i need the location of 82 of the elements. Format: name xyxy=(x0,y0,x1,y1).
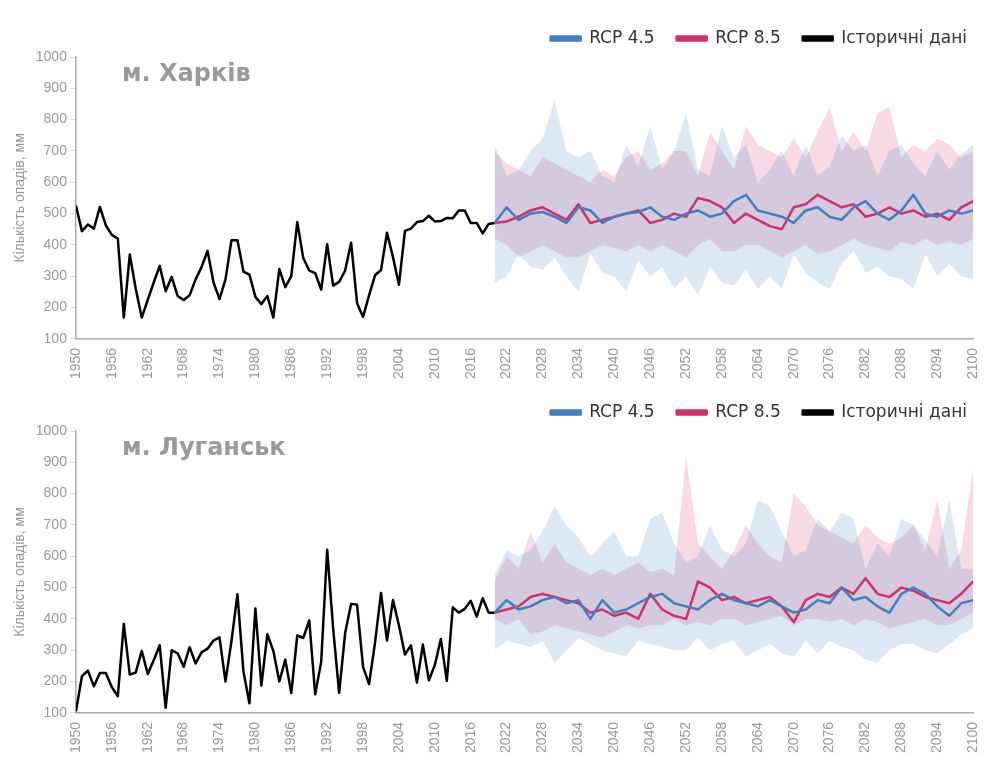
x-tick-label: 1956 xyxy=(102,721,119,754)
x-tick-label: 2016 xyxy=(461,347,478,380)
x-tick-label: 1992 xyxy=(318,721,335,754)
x-tick-label: 2034 xyxy=(569,347,586,380)
y-tick-label: 100 xyxy=(43,703,68,720)
legend-label: Історичні дані xyxy=(841,400,968,421)
x-tick-label: 1956 xyxy=(102,347,119,380)
y-tick-label: 700 xyxy=(43,515,68,532)
y-axis-title: Кількість опадів, мм xyxy=(11,507,28,637)
x-tick-label: 2094 xyxy=(928,721,945,754)
x-tick-label: 2088 xyxy=(892,347,909,380)
x-tick-label: 2064 xyxy=(748,721,765,754)
legend-label: RCP 8.5 xyxy=(715,400,781,421)
y-tick-label: 100 xyxy=(43,329,68,346)
x-tick-label: 2004 xyxy=(389,347,406,380)
y-tick-label: 600 xyxy=(43,173,68,190)
y-tick-label: 200 xyxy=(43,672,68,689)
x-tick-label: 1962 xyxy=(138,347,155,380)
x-tick-label: 1962 xyxy=(138,721,155,754)
x-tick-label: 2046 xyxy=(641,347,658,380)
x-tick-label: 2058 xyxy=(712,721,729,754)
x-tick-label: 2082 xyxy=(856,721,873,754)
legend-label: RCP 8.5 xyxy=(715,26,781,47)
legend-label: RCP 4.5 xyxy=(589,400,655,421)
y-tick-label: 500 xyxy=(43,578,68,595)
x-tick-label: 2034 xyxy=(569,721,586,754)
x-tick-label: 1974 xyxy=(210,721,227,754)
x-tick-label: 2070 xyxy=(784,721,801,754)
x-tick-label: 2046 xyxy=(641,721,658,754)
x-tick-label: 1998 xyxy=(353,721,370,754)
x-tick-label: 2016 xyxy=(461,721,478,754)
x-tick-label: 1998 xyxy=(353,347,370,380)
x-tick-label: 1974 xyxy=(210,347,227,380)
x-tick-label: 1986 xyxy=(282,721,299,754)
x-tick-label: 2052 xyxy=(676,347,693,380)
y-tick-label: 600 xyxy=(43,547,68,564)
y-tick-label: 200 xyxy=(43,298,68,315)
chart-title: м. Луганськ xyxy=(121,433,286,462)
y-tick-label: 400 xyxy=(43,235,68,252)
y-tick-label: 400 xyxy=(43,609,68,626)
x-tick-label: 2070 xyxy=(784,347,801,380)
y-tick-label: 700 xyxy=(43,141,68,158)
x-tick-label: 2040 xyxy=(605,347,622,380)
x-tick-label: 2040 xyxy=(605,721,622,754)
y-tick-label: 500 xyxy=(43,204,68,221)
y-tick-label: 800 xyxy=(43,110,68,127)
x-tick-label: 1968 xyxy=(174,721,191,754)
x-tick-label: 2100 xyxy=(964,347,981,380)
x-tick-label: 2088 xyxy=(892,721,909,754)
x-tick-label: 1986 xyxy=(282,347,299,380)
x-tick-label: 2076 xyxy=(820,347,837,380)
y-tick-label: 300 xyxy=(43,641,68,658)
x-tick-label: 2052 xyxy=(676,721,693,754)
x-tick-label: 2028 xyxy=(533,721,550,754)
y-tick-label: 300 xyxy=(43,267,68,284)
y-tick-label: 800 xyxy=(43,484,68,501)
x-tick-label: 1992 xyxy=(318,347,335,380)
x-tick-label: 2064 xyxy=(748,347,765,380)
y-tick-label: 900 xyxy=(43,79,68,96)
x-tick-label: 2094 xyxy=(928,347,945,380)
y-axis-title: Кількість опадів, мм xyxy=(11,133,28,263)
y-tick-label: 1000 xyxy=(35,421,68,438)
x-tick-label: 1968 xyxy=(174,347,191,380)
x-tick-label: 2010 xyxy=(425,347,442,380)
x-tick-label: 1950 xyxy=(66,347,83,380)
chart-title: м. Харків xyxy=(121,59,251,88)
x-tick-label: 2010 xyxy=(425,721,442,754)
x-tick-label: 2022 xyxy=(497,721,514,754)
x-tick-label: 2022 xyxy=(497,347,514,380)
x-tick-label: 1950 xyxy=(66,721,83,754)
x-tick-label: 2058 xyxy=(712,347,729,380)
x-tick-label: 2028 xyxy=(533,347,550,380)
x-tick-label: 2004 xyxy=(389,721,406,754)
y-tick-label: 1000 xyxy=(35,47,68,64)
x-tick-label: 1980 xyxy=(246,721,263,754)
x-tick-label: 1980 xyxy=(246,347,263,380)
x-tick-label: 2082 xyxy=(856,347,873,380)
legend-label: Історичні дані xyxy=(841,26,968,47)
x-tick-label: 2076 xyxy=(820,721,837,754)
legend-label: RCP 4.5 xyxy=(589,26,655,47)
x-tick-label: 2100 xyxy=(964,721,981,754)
y-tick-label: 900 xyxy=(43,453,68,470)
